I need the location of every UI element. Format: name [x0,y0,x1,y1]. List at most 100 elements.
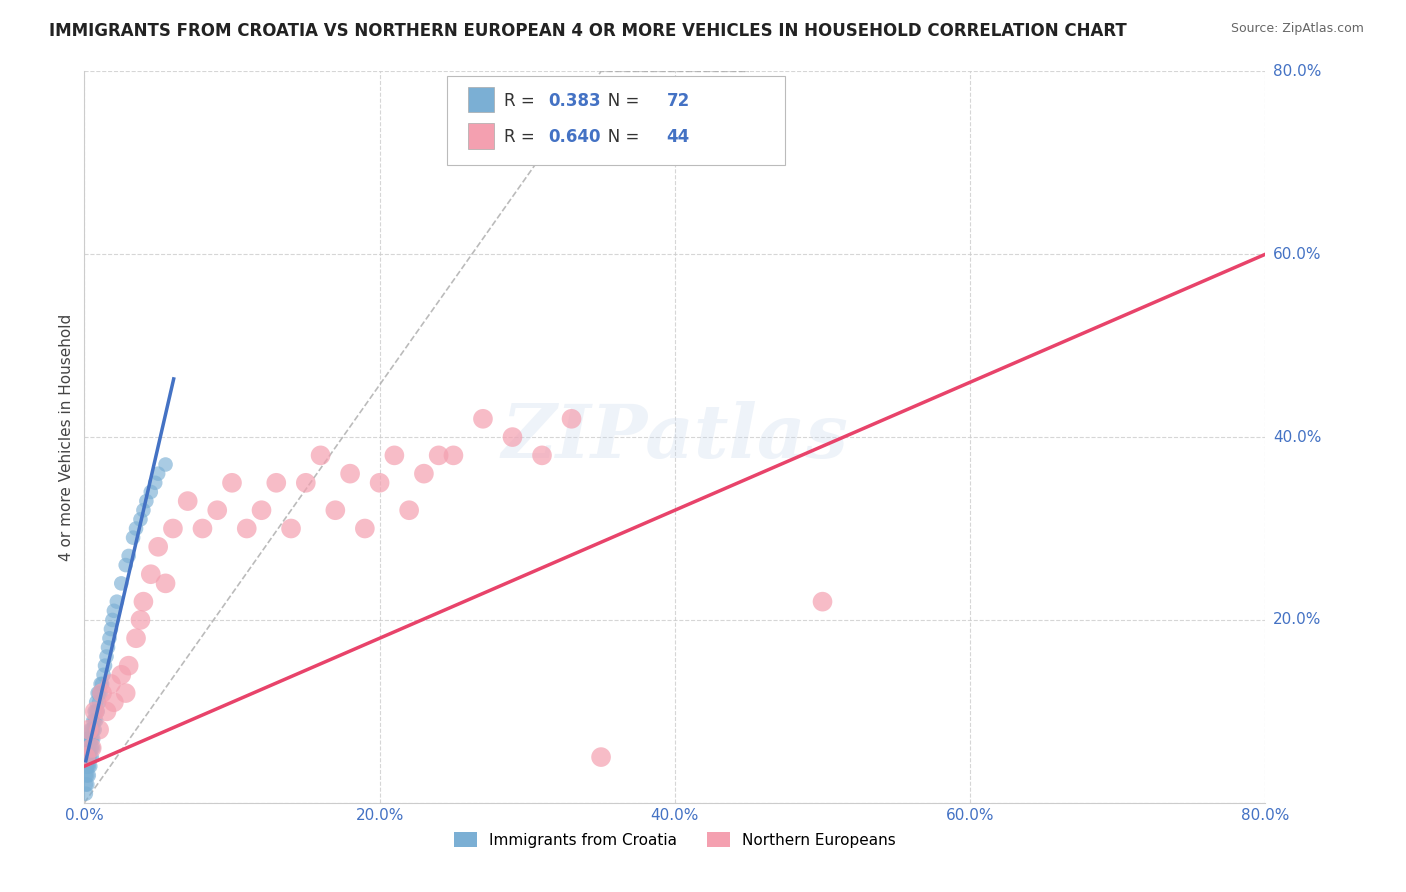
Point [77,740,100,755]
Point [139,485,162,500]
Text: R =: R = [503,128,540,146]
Text: 20.0%: 20.0% [1272,613,1322,627]
Point [83,705,105,719]
Point [339,467,361,481]
Point [87,695,111,709]
Point [82,723,104,737]
Point [110,667,132,681]
Text: 0.383: 0.383 [548,92,602,110]
Point [122,531,145,545]
Point [75,731,97,746]
Point [96,649,118,664]
Point [295,475,318,490]
Point [80,731,103,746]
Point [114,558,136,573]
Point [80,740,103,755]
Point [87,686,111,700]
Point [77,731,100,746]
Point [177,494,200,508]
Point [427,448,450,462]
Point [472,412,495,426]
Point [132,594,155,608]
Point [98,632,121,646]
Point [94,658,117,673]
Point [91,677,114,691]
Point [143,475,166,490]
Point [77,750,100,764]
Point [75,768,97,782]
Point [76,759,98,773]
Point [79,731,101,746]
Point [236,521,259,535]
Point [90,677,112,691]
Point [398,503,420,517]
Point [191,521,214,535]
Text: N =: N = [592,92,645,110]
Text: 40.0%: 40.0% [1272,430,1322,444]
Text: Source: ZipAtlas.com: Source: ZipAtlas.com [1230,22,1364,36]
Point [118,549,141,563]
Point [77,768,100,782]
Point [148,467,170,481]
Point [91,686,114,700]
Point [76,740,98,755]
Point [101,613,124,627]
FancyBboxPatch shape [468,123,494,149]
Point [79,750,101,764]
Point [75,740,97,755]
Point [77,723,100,737]
Point [221,475,243,490]
Point [77,750,100,764]
Point [76,750,98,764]
Point [114,686,136,700]
Point [75,740,97,755]
Point [80,750,103,764]
Y-axis label: 4 or more Vehicles in Household: 4 or more Vehicles in Household [59,313,75,561]
Text: N =: N = [592,128,645,146]
Point [80,740,103,755]
Point [155,576,177,591]
Point [135,494,157,508]
Text: 80.0%: 80.0% [1272,64,1322,78]
Point [83,705,105,719]
Point [148,540,170,554]
Point [82,740,104,755]
Point [82,714,104,728]
Point [75,759,97,773]
Point [413,467,436,481]
Point [266,475,288,490]
Text: IMMIGRANTS FROM CROATIA VS NORTHERN EUROPEAN 4 OR MORE VEHICLES IN HOUSEHOLD COR: IMMIGRANTS FROM CROATIA VS NORTHERN EURO… [49,22,1128,40]
Point [86,705,108,719]
Point [118,658,141,673]
Point [207,503,229,517]
Point [76,778,98,792]
Point [139,567,162,582]
Point [84,695,107,709]
Text: R =: R = [503,92,540,110]
Point [83,714,105,728]
Point [79,740,101,755]
Point [132,503,155,517]
Point [97,640,120,655]
Point [129,613,152,627]
Point [155,458,177,472]
FancyBboxPatch shape [468,87,494,112]
Point [443,448,465,462]
Point [103,695,125,709]
Point [80,723,103,737]
Point [77,759,100,773]
Point [75,750,97,764]
Point [162,521,184,535]
Point [561,412,583,426]
Point [76,740,98,755]
Point [75,750,97,764]
Text: 72: 72 [666,92,690,110]
Point [79,759,101,773]
Point [76,768,98,782]
Text: ZIPatlas: ZIPatlas [502,401,848,474]
Point [125,632,148,646]
Point [325,503,347,517]
Point [100,622,122,636]
Point [382,448,406,462]
Point [280,521,302,535]
